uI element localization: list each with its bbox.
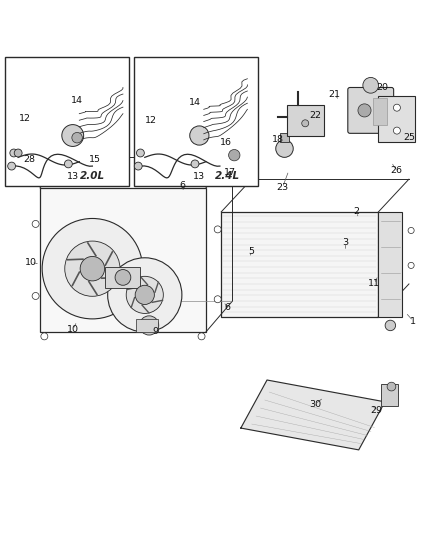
Text: 20: 20 [377, 83, 389, 92]
Circle shape [363, 77, 378, 93]
Bar [136, 319, 158, 332]
Circle shape [214, 226, 221, 233]
Circle shape [222, 143, 247, 167]
Circle shape [408, 228, 414, 233]
Circle shape [32, 221, 39, 228]
Text: 29: 29 [370, 406, 382, 415]
Polygon shape [241, 380, 385, 450]
Text: 14: 14 [71, 96, 83, 105]
FancyBboxPatch shape [348, 87, 394, 133]
Text: 23: 23 [276, 183, 288, 192]
Text: 25: 25 [403, 133, 415, 142]
Circle shape [41, 333, 48, 340]
Text: 28: 28 [23, 155, 35, 164]
Circle shape [358, 104, 371, 117]
Circle shape [72, 133, 82, 143]
Circle shape [229, 149, 240, 161]
Text: 14: 14 [189, 98, 201, 107]
Circle shape [191, 160, 199, 168]
Circle shape [190, 126, 209, 145]
Circle shape [32, 293, 39, 300]
Bar [134, 57, 258, 185]
Bar [378, 212, 403, 317]
Text: 15: 15 [88, 155, 101, 164]
Text: 13: 13 [67, 173, 79, 182]
Text: 13: 13 [193, 173, 205, 182]
Text: 1: 1 [410, 317, 416, 326]
Text: 12: 12 [19, 114, 31, 123]
Circle shape [115, 270, 131, 285]
Circle shape [62, 125, 84, 147]
Text: 16: 16 [219, 138, 232, 147]
Text: 2.4L: 2.4L [215, 172, 240, 181]
Circle shape [80, 256, 105, 281]
Circle shape [387, 382, 396, 391]
Bar [40, 188, 206, 332]
Circle shape [108, 258, 182, 332]
Text: 6: 6 [179, 181, 185, 190]
Bar [106, 266, 141, 288]
Circle shape [14, 149, 22, 157]
Bar [242, 150, 253, 160]
Text: 9: 9 [153, 327, 159, 336]
Text: 17: 17 [224, 168, 236, 177]
Text: 11: 11 [368, 279, 380, 288]
Circle shape [137, 149, 145, 157]
Text: 10: 10 [25, 257, 37, 266]
Text: 2.0L: 2.0L [80, 172, 105, 181]
Text: 26: 26 [390, 166, 402, 175]
Circle shape [276, 140, 293, 157]
Bar [373, 98, 387, 125]
Circle shape [385, 320, 396, 330]
Bar [5, 57, 130, 185]
Text: 21: 21 [328, 90, 341, 99]
Bar [221, 212, 378, 317]
Text: 30: 30 [309, 400, 321, 408]
Bar [280, 133, 289, 142]
Circle shape [302, 120, 309, 127]
Circle shape [10, 149, 18, 157]
Text: 3: 3 [343, 238, 349, 247]
Text: 12: 12 [145, 116, 157, 125]
Text: 6: 6 [225, 303, 231, 312]
Circle shape [64, 160, 72, 168]
Circle shape [134, 162, 142, 170]
Circle shape [393, 127, 400, 134]
Circle shape [393, 104, 400, 111]
Circle shape [65, 241, 120, 296]
Circle shape [126, 276, 163, 313]
Circle shape [140, 316, 159, 335]
Bar [378, 96, 416, 142]
Bar [381, 384, 398, 406]
Text: 10: 10 [67, 325, 79, 334]
Circle shape [214, 296, 221, 303]
Circle shape [135, 285, 154, 304]
Circle shape [42, 219, 143, 319]
Text: 18: 18 [272, 135, 284, 144]
Circle shape [408, 262, 414, 269]
Text: 22: 22 [309, 111, 321, 120]
Text: 5: 5 [249, 247, 255, 256]
Circle shape [198, 333, 205, 340]
Text: 2: 2 [353, 207, 360, 216]
Bar [287, 105, 324, 135]
Circle shape [8, 162, 15, 170]
